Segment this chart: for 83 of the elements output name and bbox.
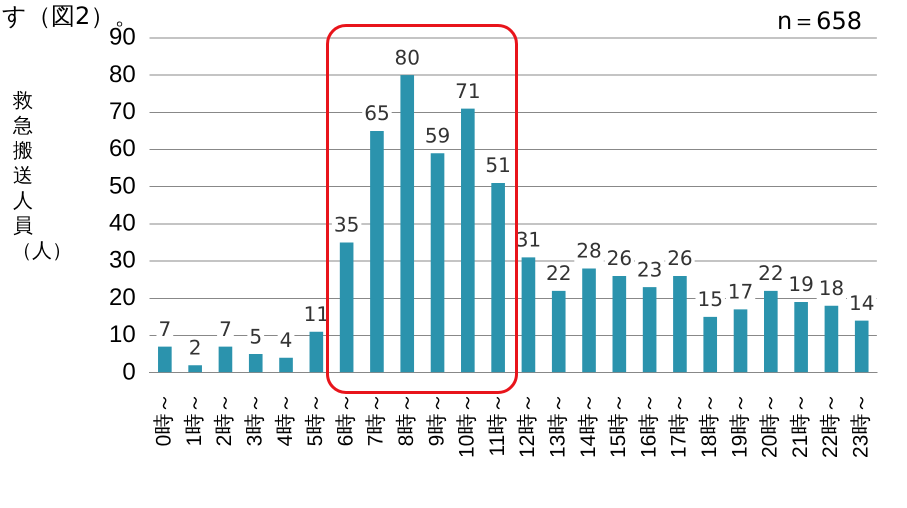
x-tick-label: 10時～ bbox=[456, 392, 479, 458]
data-label: 23 bbox=[636, 257, 662, 282]
data-label: 4 bbox=[280, 328, 292, 352]
x-tick-label: 4時～ bbox=[274, 392, 297, 446]
data-label: 59 bbox=[424, 123, 450, 148]
y-axis-title: 救急搬送人員（人） bbox=[12, 88, 72, 263]
y-tick-label: 50 bbox=[108, 172, 136, 200]
data-label: 5 bbox=[249, 324, 262, 348]
data-label: 31 bbox=[516, 228, 542, 252]
data-label: 71 bbox=[455, 78, 481, 103]
text: n＝658 bbox=[776, 6, 862, 37]
x-tick-label: 1時～ bbox=[182, 392, 206, 446]
data-label: 51 bbox=[485, 153, 511, 178]
bar bbox=[340, 242, 354, 372]
bar bbox=[854, 320, 869, 372]
data-label: 28 bbox=[576, 238, 602, 263]
data-label: 7 bbox=[219, 316, 232, 341]
x-tick-label: 2時～ bbox=[213, 392, 236, 446]
x-tick-label: 18時～ bbox=[698, 392, 722, 458]
x-tick-label: 7時～ bbox=[364, 392, 388, 446]
bar bbox=[310, 332, 324, 372]
x-tick-label: 6時～ bbox=[334, 392, 358, 446]
data-label: 35 bbox=[334, 212, 360, 237]
bar bbox=[188, 365, 202, 372]
x-tick-label: 9時～ bbox=[425, 392, 448, 446]
data-label: 26 bbox=[606, 246, 632, 270]
y-tick-label: 30 bbox=[108, 246, 136, 274]
data-label: 15 bbox=[697, 287, 723, 312]
bar bbox=[491, 183, 505, 372]
bar bbox=[279, 358, 293, 372]
y-tick-label: 80 bbox=[108, 60, 136, 88]
x-tick-label: 13時～ bbox=[546, 392, 570, 458]
x-tick-label: 15時～ bbox=[607, 392, 630, 458]
y-tick-label: 60 bbox=[108, 135, 136, 162]
bar bbox=[794, 302, 808, 372]
x-tick-label: 11時～ bbox=[486, 392, 509, 456]
bar bbox=[764, 290, 778, 372]
bar bbox=[582, 268, 596, 372]
bar bbox=[400, 75, 414, 372]
x-tick-label: 17時～ bbox=[668, 392, 691, 458]
y-tick-label: 0 bbox=[122, 358, 136, 386]
bar bbox=[673, 276, 687, 372]
x-tick-label: 5時～ bbox=[304, 392, 328, 446]
bar bbox=[734, 309, 748, 372]
bar bbox=[612, 276, 626, 372]
x-tick-label: 0時～ bbox=[152, 392, 176, 446]
x-tick-label: 16時～ bbox=[637, 392, 660, 458]
x-tick-label: 3時～ bbox=[244, 392, 267, 446]
bar bbox=[824, 306, 838, 372]
bar bbox=[430, 153, 444, 372]
x-tick-label: 23時～ bbox=[850, 392, 873, 458]
bar bbox=[552, 290, 566, 372]
bar bbox=[158, 346, 172, 372]
x-tick-label: 12時～ bbox=[516, 392, 540, 458]
x-tick-label: 22時～ bbox=[819, 392, 842, 458]
data-label: 7 bbox=[158, 316, 172, 341]
data-label: 65 bbox=[364, 101, 390, 126]
y-tick-label: 70 bbox=[108, 98, 136, 125]
y-tick-label: 10 bbox=[108, 321, 136, 348]
x-tick-label: 14時～ bbox=[576, 392, 600, 458]
bar bbox=[218, 346, 232, 372]
data-label: 17 bbox=[728, 280, 754, 304]
data-label: 2 bbox=[188, 335, 202, 360]
data-label: 18 bbox=[818, 276, 844, 300]
x-tick-label: 21時～ bbox=[788, 392, 812, 458]
x-tick-label: 8時～ bbox=[395, 392, 418, 446]
data-label: 11 bbox=[304, 302, 330, 326]
bar bbox=[642, 287, 656, 372]
data-label: 19 bbox=[788, 272, 814, 296]
data-label: 14 bbox=[848, 290, 874, 315]
x-tick-label: 19時～ bbox=[728, 392, 752, 458]
y-tick-label: 40 bbox=[108, 210, 136, 237]
data-label: 22 bbox=[546, 261, 572, 286]
bar bbox=[370, 130, 384, 372]
x-tick-label: 20時～ bbox=[758, 392, 782, 458]
bar bbox=[703, 316, 718, 372]
bar bbox=[522, 257, 536, 372]
bar bbox=[461, 108, 475, 372]
y-tick-label: 20 bbox=[108, 284, 136, 311]
data-label: 80 bbox=[394, 45, 420, 70]
bar bbox=[248, 354, 263, 372]
data-label: 22 bbox=[758, 261, 784, 286]
data-label: 26 bbox=[667, 246, 693, 270]
